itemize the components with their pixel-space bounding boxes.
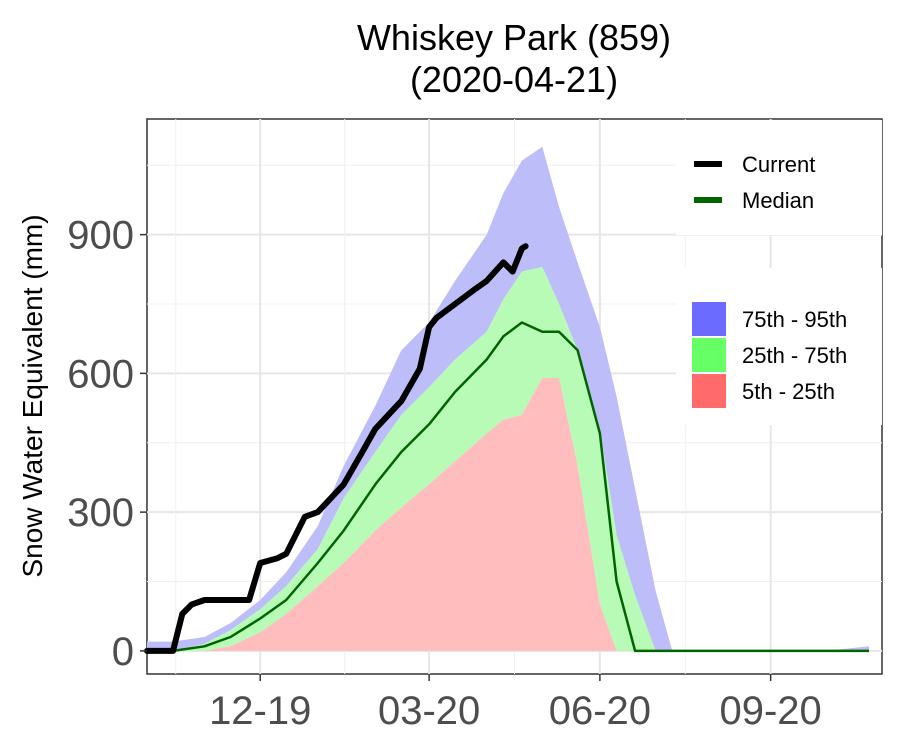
legend-label: Median xyxy=(742,188,814,213)
y-axis-label: Snow Water Equivalent (mm) xyxy=(17,214,48,577)
legend-lines: Current Median xyxy=(676,120,882,235)
x-tick-label: 03-20 xyxy=(378,689,480,733)
band-25th-75th xyxy=(147,267,869,651)
x-tick-label: 09-20 xyxy=(719,689,821,733)
y-tick-label: 0 xyxy=(112,630,134,674)
percentile-bands xyxy=(147,146,869,651)
legend-bands: 75th - 95th 25th - 75th 5th - 25th xyxy=(676,268,882,425)
y-tick-label: 600 xyxy=(67,352,134,396)
band-75th-95th xyxy=(147,146,869,651)
legend-lines-bg xyxy=(676,120,882,235)
chart-title: Whiskey Park (859) xyxy=(357,17,671,58)
legend-label: 5th - 25th xyxy=(742,379,835,404)
x-tick-label: 12-19 xyxy=(209,689,311,733)
y-axis: 0 300 600 900 xyxy=(67,214,147,674)
y-tick-label: 900 xyxy=(67,214,134,258)
median-line xyxy=(147,321,869,653)
chart-subtitle: (2020-04-21) xyxy=(410,59,618,100)
series-lines xyxy=(144,243,869,654)
x-axis: 12-19 03-20 06-20 09-20 xyxy=(209,674,822,733)
current-line xyxy=(144,243,529,654)
x-tick-label: 06-20 xyxy=(549,689,651,733)
legend-key-swatch xyxy=(692,374,726,408)
y-tick-label: 300 xyxy=(67,491,134,535)
band-5th-25th xyxy=(147,378,869,651)
legend-label: Current xyxy=(742,152,815,177)
legend-label: 25th - 75th xyxy=(742,343,847,368)
legend-label: 75th - 95th xyxy=(742,307,847,332)
legend-key-swatch xyxy=(692,338,726,372)
legend-key-swatch xyxy=(692,302,726,336)
